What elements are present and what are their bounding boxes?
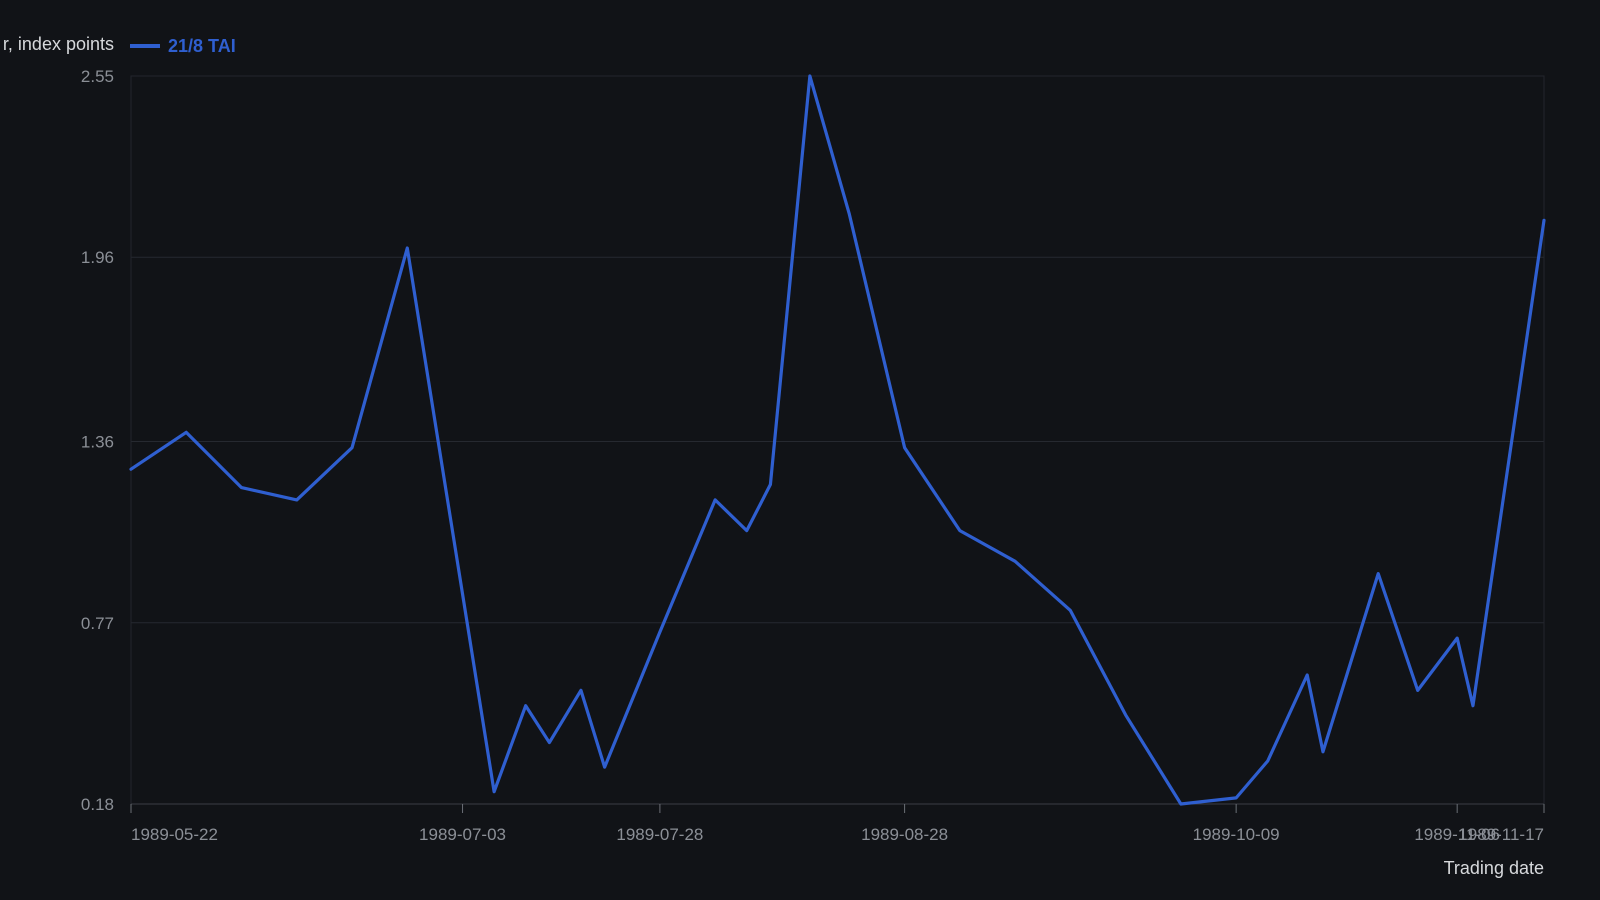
- x-tick-label: 1989-07-28: [616, 825, 703, 844]
- x-tick-label: 1989-11-17: [1458, 825, 1544, 844]
- x-tick-label: 1989-11-06: [1414, 825, 1500, 844]
- series-layer: [129, 74, 1546, 806]
- grid-lines: [131, 75, 1544, 805]
- legend: 21/8 TAI: [130, 36, 236, 56]
- series-line-21-8-tai: [129, 74, 1546, 806]
- x-tick-label: 1989-05-22: [131, 825, 218, 844]
- y-axis-title: r, index points: [3, 34, 114, 54]
- y-tick-label: 2.55: [81, 67, 114, 86]
- x-tick-label: 1989-07-03: [419, 825, 506, 844]
- legend-label-21-8-tai: 21/8 TAI: [168, 36, 236, 56]
- tick-labels: 0.18 0.77 1.36 1.96 2.55 1989-05-22 1989-07-03…: [81, 67, 1544, 844]
- x-axis-title: Trading date: [1444, 858, 1544, 878]
- x-tick-label: 1989-10-09: [1193, 825, 1280, 844]
- axes: [130, 75, 1545, 813]
- y-tick-label: 0.18: [81, 795, 114, 814]
- x-tick-label: 1989-08-28: [861, 825, 948, 844]
- y-tick-label: 1.36: [81, 433, 114, 452]
- plot-frame: [130, 75, 1545, 805]
- y-tick-label: 1.96: [81, 248, 114, 267]
- y-tick-label: 0.77: [81, 614, 114, 633]
